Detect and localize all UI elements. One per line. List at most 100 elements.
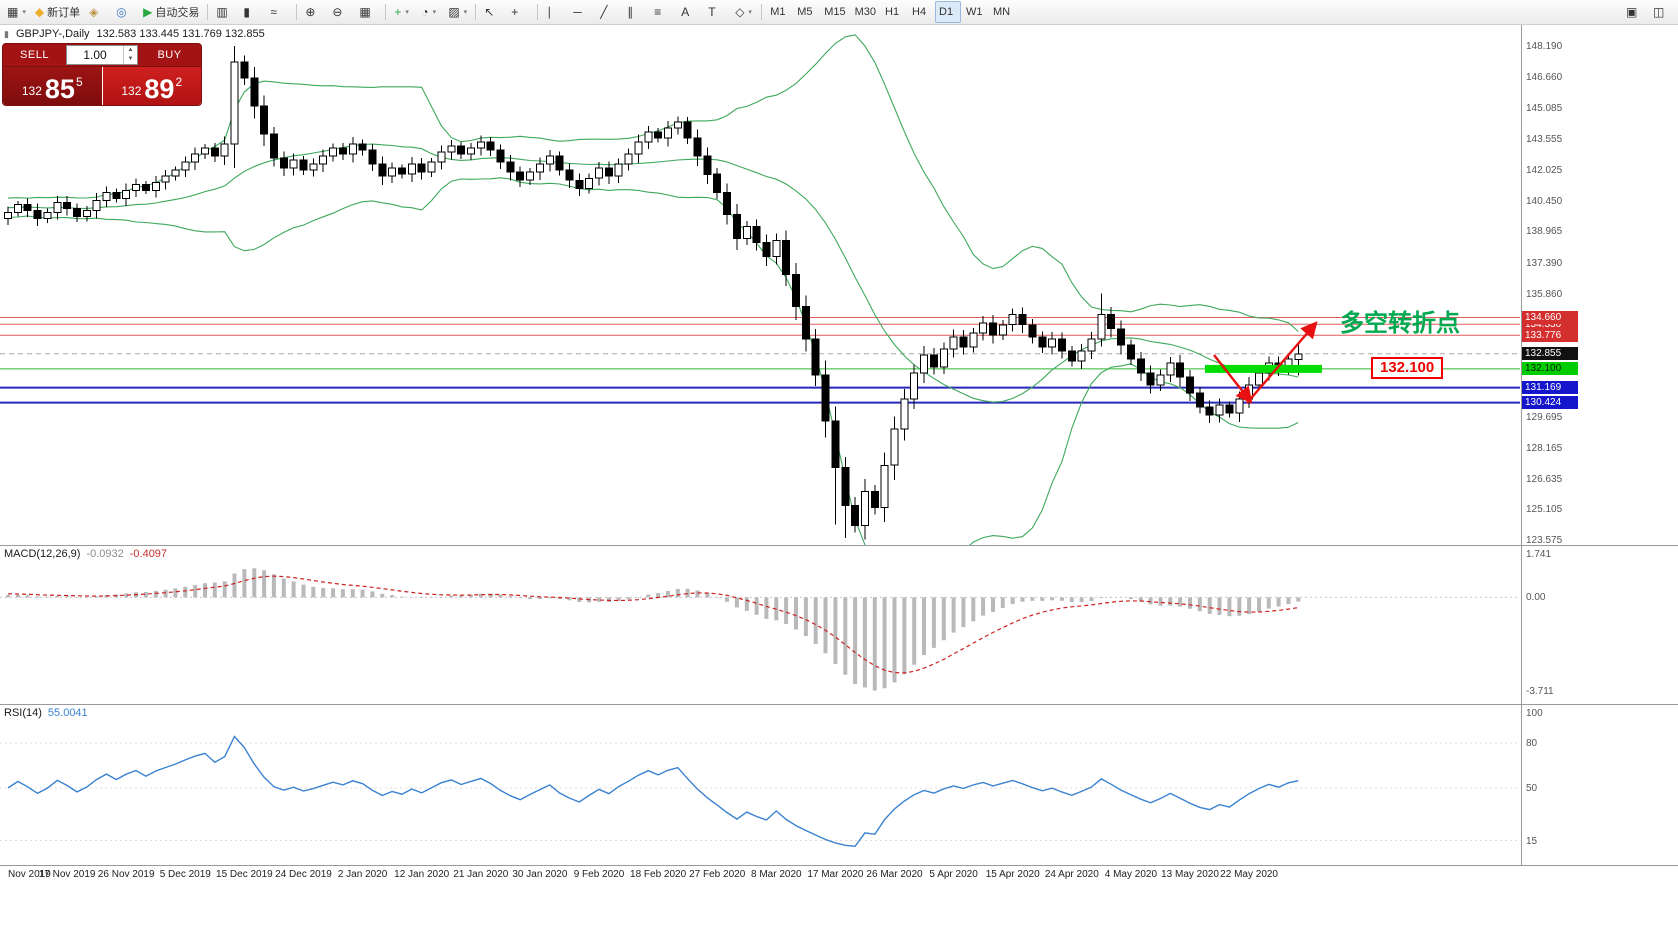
bar-chart-mode-button[interactable]: ▥ — [212, 1, 238, 23]
timeframe-w1-label: W1 — [966, 6, 983, 18]
buy-price-pip: 2 — [175, 75, 183, 89]
volume-input[interactable]: 1.00 ▲ ▼ — [66, 45, 138, 65]
vertical-line-button[interactable]: ∣ — [542, 1, 568, 23]
date-label: 17 Mar 2020 — [807, 869, 864, 880]
candlestick-mode-button[interactable]: ▮ — [239, 1, 265, 23]
timeframe-h4-button[interactable]: H4 — [908, 1, 934, 23]
price-tick: 128.165 — [1526, 442, 1563, 454]
zoom-in-button[interactable]: ⊕ — [301, 1, 327, 23]
line-chart-mode-button[interactable]: ≈ — [266, 1, 292, 23]
crosshair-button[interactable]: + — [507, 1, 533, 23]
horizontal-line-button[interactable]: ─ — [569, 1, 595, 23]
macd-canvas[interactable] — [0, 546, 1520, 704]
main-chart-canvas[interactable] — [0, 25, 1520, 545]
date-label: 18 Feb 2020 — [630, 869, 687, 880]
autotrading-button[interactable]: ▶ 自动交易 — [139, 1, 203, 23]
horizontal-line-icon: ─ — [573, 5, 582, 19]
chart-area: 148.190 146.660 145.085 143.555 142.025 140.4… — [0, 25, 1678, 886]
sell-price[interactable]: 132 85 5 — [3, 67, 102, 105]
sell-button[interactable]: SELL — [20, 49, 49, 61]
fibonacci-retracement-button[interactable]: ≡ — [650, 1, 676, 23]
rsi-axis-label: 50 — [1526, 783, 1538, 794]
autotrading-icon: ▶ — [143, 5, 153, 19]
refresh-button[interactable]: ◎ — [112, 1, 138, 23]
rsi-axis-label: 15 — [1526, 835, 1538, 847]
docking-button[interactable]: ◫ — [1649, 1, 1675, 23]
indicators-button[interactable]: + ▾ — [390, 1, 416, 23]
timeframe-d1-button[interactable]: D1 — [935, 1, 961, 23]
price-badge: 132.100 — [1522, 362, 1578, 376]
new-chart-icon: ▦ — [7, 5, 19, 19]
new-order-button[interactable]: ◆ 新订单 — [31, 1, 84, 23]
arrows-objects-button[interactable]: ◇ ▾ — [731, 1, 757, 23]
volume-stepper[interactable]: ▲ ▼ — [123, 46, 137, 64]
price-badge: 134.660 — [1522, 311, 1578, 324]
rsi-panel[interactable]: 100 80 50 15 RSI(14) 55.0041 — [0, 705, 1678, 866]
rsi-axis-label: 80 — [1526, 738, 1538, 749]
periods-button[interactable]: ◔ ▾ — [417, 1, 443, 23]
date-label: 22 May 2020 — [1220, 869, 1279, 880]
metaeditor-button[interactable]: ◈ — [85, 1, 111, 23]
price-tick: 126.635 — [1526, 473, 1563, 485]
timeframe-h1-button[interactable]: H1 — [881, 1, 907, 23]
macd-axis-label: 1.741 — [1526, 548, 1552, 560]
open-chart-list-button[interactable]: ▣ — [1622, 1, 1648, 23]
date-axis[interactable]: Nov 2019 17 Nov 2019 26 Nov 2019 5 Dec 2019… — [0, 866, 1678, 886]
volume-down-icon[interactable]: ▼ — [127, 56, 134, 62]
text-label-icon: T — [708, 5, 716, 19]
cursor-button[interactable]: ↖ — [480, 1, 506, 23]
new-chart-button[interactable]: ▦ ▾ — [3, 1, 30, 23]
macd-axis-label: 0.00 — [1526, 592, 1546, 604]
buy-button[interactable]: BUY — [157, 49, 182, 61]
timeframe-m1-label: M1 — [770, 6, 786, 18]
price-tick: 137.390 — [1526, 257, 1563, 269]
templates-dropdown-icon[interactable]: ▾ — [463, 9, 468, 16]
zoom-out-button[interactable]: ⊖ — [328, 1, 354, 23]
templates-button[interactable]: ▨ ▾ — [444, 1, 471, 23]
rsi-label: RSI(14) 55.0041 — [4, 707, 88, 719]
macd-panel[interactable]: 1.741 0.00 -3.711 MACD(12,26,9) -0.0932 -0.4… — [0, 546, 1678, 705]
level-annotation-box[interactable]: 132.100 — [1371, 357, 1444, 379]
date-label: 26 Mar 2020 — [866, 869, 923, 880]
timeframe-m30-button[interactable]: M30 — [851, 1, 880, 23]
text-button[interactable]: A — [677, 1, 703, 23]
toolbar-separator — [296, 4, 298, 20]
buy-price-big: 89 — [144, 74, 175, 104]
date-label: 26 Nov 2019 — [97, 869, 155, 880]
indicators-dropdown-icon[interactable]: ▾ — [405, 9, 409, 16]
rsi-canvas[interactable] — [0, 705, 1520, 865]
price-tick: 142.025 — [1526, 164, 1563, 176]
date-label: 5 Dec 2019 — [159, 869, 211, 880]
macd-main-value: -0.0932 — [86, 548, 124, 560]
price-axis[interactable]: 148.190 146.660 145.085 143.555 142.025 140.4… — [1521, 25, 1678, 546]
toolbar: ▦ ▾ ◆ 新订单 ◈ ◎ ▶ 自动交易 ▥ ▮ ≈ ⊕ ⊖ ▦ + ▾ ◔ ▾ ▨ ▾ ↖ + ∣ ─ ╱ ∥ ≡ A T ◇ ▾ M1 M5… — [0, 0, 1678, 25]
rsi-axis-label: 100 — [1526, 708, 1543, 719]
timeframe-m5-button[interactable]: M5 — [793, 1, 819, 23]
toolbar-separator — [761, 4, 763, 20]
volume-up-icon[interactable]: ▲ — [127, 47, 134, 53]
volume-value[interactable]: 1.00 — [83, 48, 107, 62]
tile-windows-button[interactable]: ▦ — [355, 1, 381, 23]
main-chart-panel[interactable]: 148.190 146.660 145.085 143.555 142.025 140.4… — [0, 25, 1678, 546]
open-chart-list-icon: ▣ — [1626, 5, 1638, 19]
date-label: Nov 2019 — [8, 869, 51, 880]
timeframe-m15-button[interactable]: M15 — [820, 1, 849, 23]
timeframe-w1-button[interactable]: W1 — [962, 1, 988, 23]
turning-point-text[interactable]: 多空转折点 — [1340, 310, 1460, 337]
periods-dropdown-icon[interactable]: ▾ — [432, 9, 437, 16]
rsi-axis: 100 80 50 15 — [1521, 705, 1678, 865]
line-chart-mode-icon: ≈ — [270, 5, 277, 19]
timeframe-mn-button[interactable]: MN — [989, 1, 1015, 23]
buy-price[interactable]: 132 89 2 — [102, 67, 201, 105]
trendline-button[interactable]: ╱ — [596, 1, 622, 23]
arrows-objects-dropdown-icon[interactable]: ▾ — [748, 9, 752, 16]
date-label: 17 Nov 2019 — [38, 869, 96, 880]
ohlc-values: 132.583 133.445 131.769 132.855 — [96, 28, 265, 40]
text-label-button[interactable]: T — [704, 1, 730, 23]
new-chart-dropdown-icon[interactable]: ▾ — [22, 9, 26, 16]
timeframe-m1-button[interactable]: M1 — [766, 1, 792, 23]
sell-price-pip: 5 — [75, 75, 83, 89]
sell-price-big: 85 — [44, 74, 75, 104]
equidistant-channel-button[interactable]: ∥ — [623, 1, 649, 23]
price-tick: 125.105 — [1526, 504, 1563, 516]
